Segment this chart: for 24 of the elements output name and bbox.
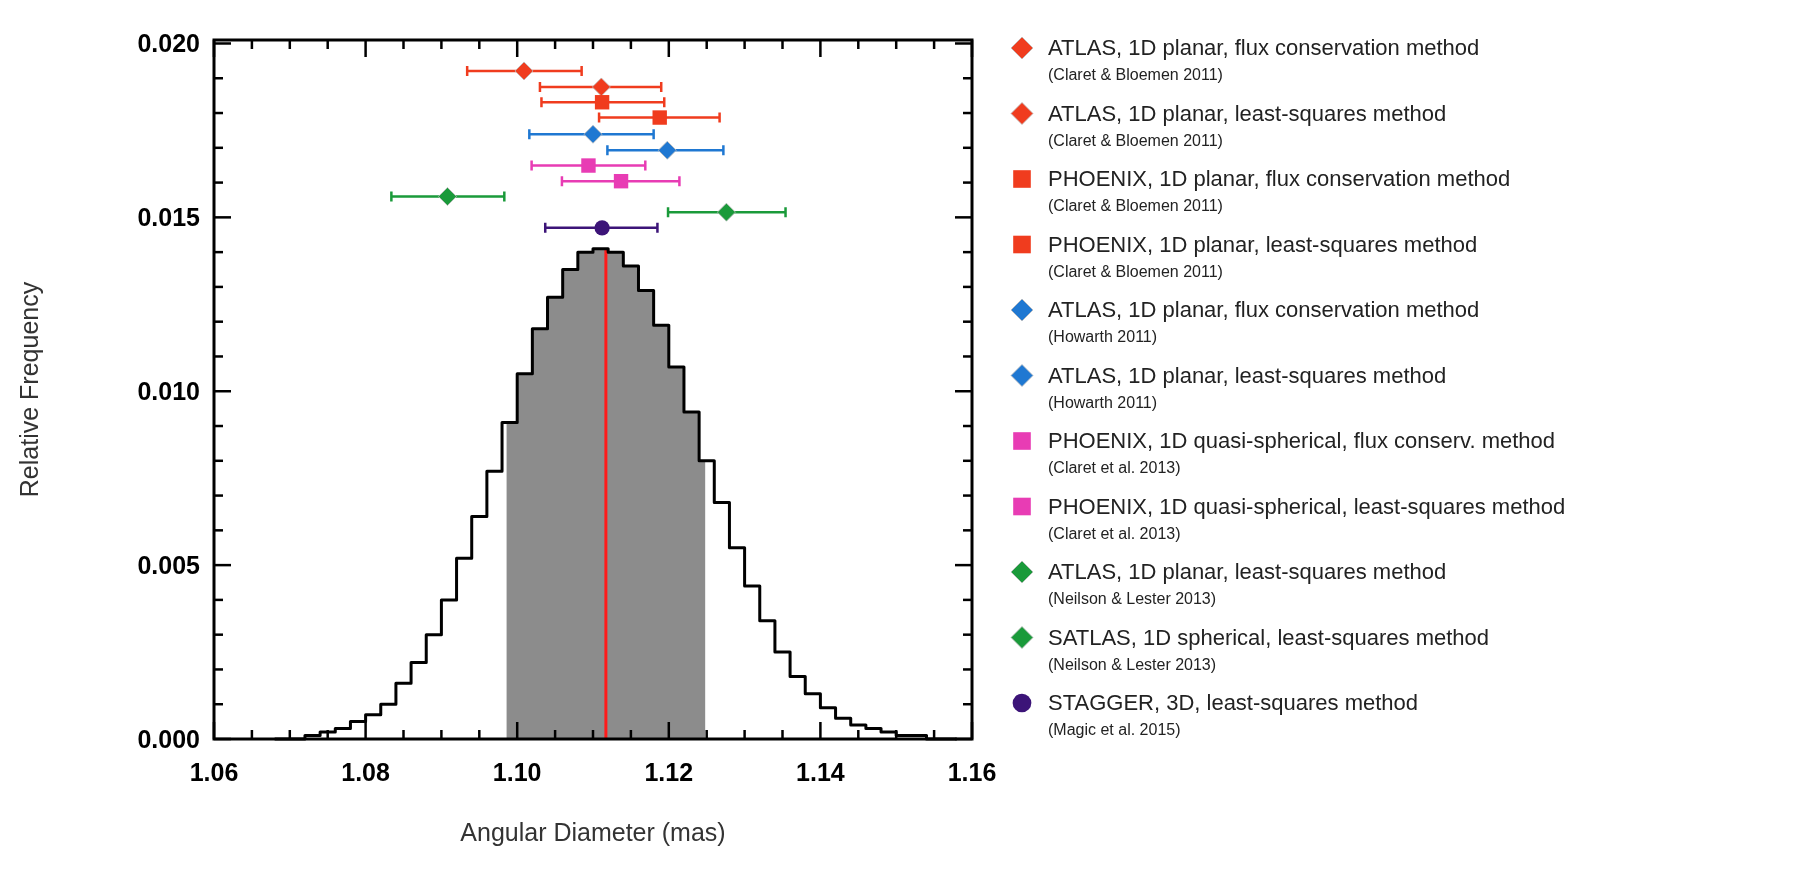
x-tick-label: 1.08 bbox=[341, 758, 391, 786]
legend-label: PHOENIX, 1D quasi-spherical, flux conserv. method (Claret et al. 2013) bbox=[1048, 428, 1556, 476]
x-tick-label: 1.14 bbox=[796, 758, 845, 786]
x-tick-label: 1.12 bbox=[644, 758, 694, 786]
y-tick-label: 0.015 bbox=[137, 203, 201, 232]
y-axis-title: Relative Frequency bbox=[15, 281, 43, 498]
legend-label: PHOENIX, 1D quasi-spherical, least-squares method (Claret et al. 2013) bbox=[1048, 493, 1566, 542]
legend-label: PHOENIX, 1D planar, flux conservation method (Claret & Bloemen 2011) bbox=[1048, 166, 1511, 214]
y-tick-label: 0.000 bbox=[137, 725, 200, 753]
legend-label: ATLAS, 1D planar, least-squares method (Neilson & Lester 2013) bbox=[1048, 559, 1447, 607]
legend-label: SATLAS, 1D spherical, least-squares method (Neilson & Lester 2013) bbox=[1048, 624, 1490, 673]
legend-label: ATLAS, 1D planar, flux conservation method (Howarth 2011) bbox=[1048, 297, 1480, 345]
x-tick-label: 1.10 bbox=[492, 758, 542, 786]
y-tick-label: 0.010 bbox=[137, 377, 200, 406]
legend-label: PHOENIX, 1D planar, least-squares method (Claret & Bloemen 2011) bbox=[1048, 231, 1478, 280]
legend-label: ATLAS, 1D planar, flux conservation method (Claret & Bloemen 2011) bbox=[1048, 35, 1480, 83]
x-axis-title: Angular Diameter (mas) bbox=[460, 818, 726, 846]
legend-label: STAGGER, 3D, least-squares method (Magic et al. 2015) bbox=[1048, 690, 1419, 738]
x-tick-label: 1.16 bbox=[947, 758, 997, 786]
y-tick-label: 0.020 bbox=[137, 29, 200, 58]
legend-label: ATLAS, 1D planar, least-squares method (Howarth 2011) bbox=[1048, 362, 1447, 411]
x-tick-label: 1.06 bbox=[189, 758, 239, 786]
y-tick-label: 0.005 bbox=[137, 551, 201, 580]
legend-label: ATLAS, 1D planar, least-squares method (Claret & Bloemen 2011) bbox=[1048, 100, 1447, 149]
